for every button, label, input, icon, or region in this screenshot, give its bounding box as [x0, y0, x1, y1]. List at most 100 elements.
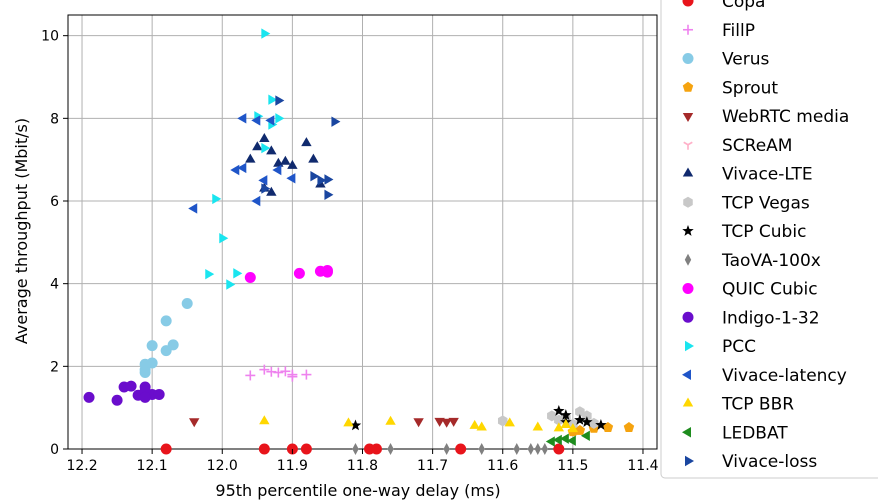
- ledbat-point: [552, 434, 562, 446]
- taova-100x-point: [534, 443, 541, 455]
- vivace-latency-point: [272, 164, 282, 176]
- tcp-cubic-point: [553, 404, 565, 416]
- ledbat-point: [566, 435, 576, 446]
- legend-label-vivace-latency: Vivace-latency: [722, 366, 847, 386]
- taova-100x-point: [478, 443, 485, 455]
- indigo-1-32-point: [111, 394, 123, 406]
- tcp-bbr-point: [469, 419, 480, 429]
- legend-label-scream: SCReAM: [722, 136, 792, 156]
- legend-label-quic-cubic: QUIC Cubic: [722, 280, 818, 300]
- taova-100x-point: [352, 443, 359, 455]
- webrtc-media-point: [448, 417, 459, 427]
- verus-point: [139, 367, 151, 379]
- x-tick-label: 11.8: [347, 458, 378, 474]
- legend-label-sprout: Sprout: [722, 78, 778, 98]
- pcc-point: [268, 94, 278, 105]
- tcp-bbr-point: [343, 417, 354, 427]
- tcp-cubic-point: [349, 419, 362, 431]
- tcp-bbr-point: [567, 423, 579, 433]
- webrtc-media-point: [434, 417, 445, 427]
- taova-100x-point: [387, 443, 394, 455]
- vivace-latency-point: [237, 113, 247, 124]
- indigo-1-32-point: [83, 391, 95, 403]
- tcp-cubic-point: [560, 409, 572, 420]
- x-tick-label: 12.1: [137, 458, 168, 474]
- vivace-lte-point: [308, 153, 319, 163]
- legend-label-vivace-lte: Vivace-LTE: [722, 165, 813, 185]
- pcc-legend-marker: [685, 340, 694, 352]
- tcp-bbr-point: [560, 419, 572, 429]
- vivace-latency-point: [286, 173, 296, 184]
- vivace-lte-point: [287, 159, 298, 169]
- sprout-point: [602, 422, 614, 432]
- webrtc-media-point: [413, 418, 424, 428]
- tcp-bbr-point: [259, 415, 270, 425]
- legend-label-webrtc-media: WebRTC media: [722, 107, 849, 127]
- vivace-latency-point: [258, 175, 268, 186]
- x-tick-label: 12.2: [66, 458, 97, 474]
- scream-legend-marker: [683, 141, 693, 150]
- fillp-point: [301, 369, 312, 380]
- verus-point: [181, 298, 193, 310]
- ledbat-point: [580, 430, 590, 441]
- fillp-point: [259, 364, 270, 375]
- taova-100x-point: [527, 443, 534, 455]
- legend-box: [660, 0, 878, 479]
- pcc-point: [212, 193, 222, 205]
- tcp-cubic-point: [574, 414, 586, 425]
- x-tick-label: 11.4: [627, 458, 658, 474]
- tcp-bbr-point: [532, 421, 543, 431]
- fillp-point: [280, 366, 291, 377]
- taova-100x-point: [513, 443, 520, 455]
- pcc-point: [275, 113, 285, 124]
- vivace-loss-point: [324, 189, 334, 200]
- vivace-lte-point: [259, 133, 270, 142]
- indigo-1-32-point: [139, 391, 151, 403]
- sprout-legend-marker: [682, 81, 694, 92]
- quic-cubic-point: [244, 271, 256, 283]
- tcp-bbr-point: [504, 417, 515, 427]
- vivace-latency-point: [251, 115, 261, 126]
- vivace-latency-point: [237, 162, 247, 174]
- taova-100x-point: [541, 443, 549, 455]
- vivace-lte-point: [252, 141, 263, 151]
- copa-point: [160, 443, 172, 455]
- legend-label-tcp-cubic: TCP Cubic: [721, 222, 806, 242]
- webrtc-media-legend-marker: [682, 113, 694, 122]
- tcp-bbr-point: [553, 422, 565, 432]
- data-points: [83, 28, 635, 455]
- vivace-latency-point: [265, 115, 275, 126]
- webrtc-media-point: [189, 418, 200, 428]
- fillp-point: [266, 366, 277, 377]
- indigo-1-32-point: [125, 380, 137, 392]
- indigo-1-32-point: [153, 388, 165, 400]
- tcp-cubic-point: [595, 419, 607, 430]
- legend-label-copa: Copa: [722, 0, 765, 12]
- sprout-point: [623, 422, 635, 432]
- vivace-lte-point: [301, 137, 312, 147]
- copa-point: [553, 443, 565, 455]
- vivace-lte-legend-marker: [682, 167, 694, 177]
- pcc-point: [226, 279, 236, 290]
- grid-lines: [68, 15, 657, 450]
- y-tick-label: 0: [50, 442, 59, 458]
- tcp-vegas-point: [554, 414, 564, 426]
- y-tick-label: 10: [41, 29, 59, 45]
- vivace-loss-point: [324, 174, 334, 185]
- copa-point: [300, 443, 312, 455]
- legend-label-verus: Verus: [722, 50, 770, 70]
- pcc-point: [233, 268, 243, 279]
- tcp-cubic-point: [581, 416, 593, 427]
- vivace-latency-point: [188, 203, 198, 214]
- taova-100x-point: [443, 443, 450, 455]
- tcp-bbr-legend-marker: [682, 397, 694, 407]
- legend-label-fillp: FillP: [722, 21, 755, 41]
- ledbat-point: [559, 433, 569, 444]
- vivace-latency-point: [230, 164, 240, 176]
- x-tick-label: 11.9: [277, 458, 308, 474]
- fillp-point: [287, 371, 298, 382]
- y-tick-label: 2: [50, 359, 59, 375]
- ledbat-point: [545, 436, 555, 447]
- legend-label-tcp-vegas: TCP Vegas: [721, 193, 810, 213]
